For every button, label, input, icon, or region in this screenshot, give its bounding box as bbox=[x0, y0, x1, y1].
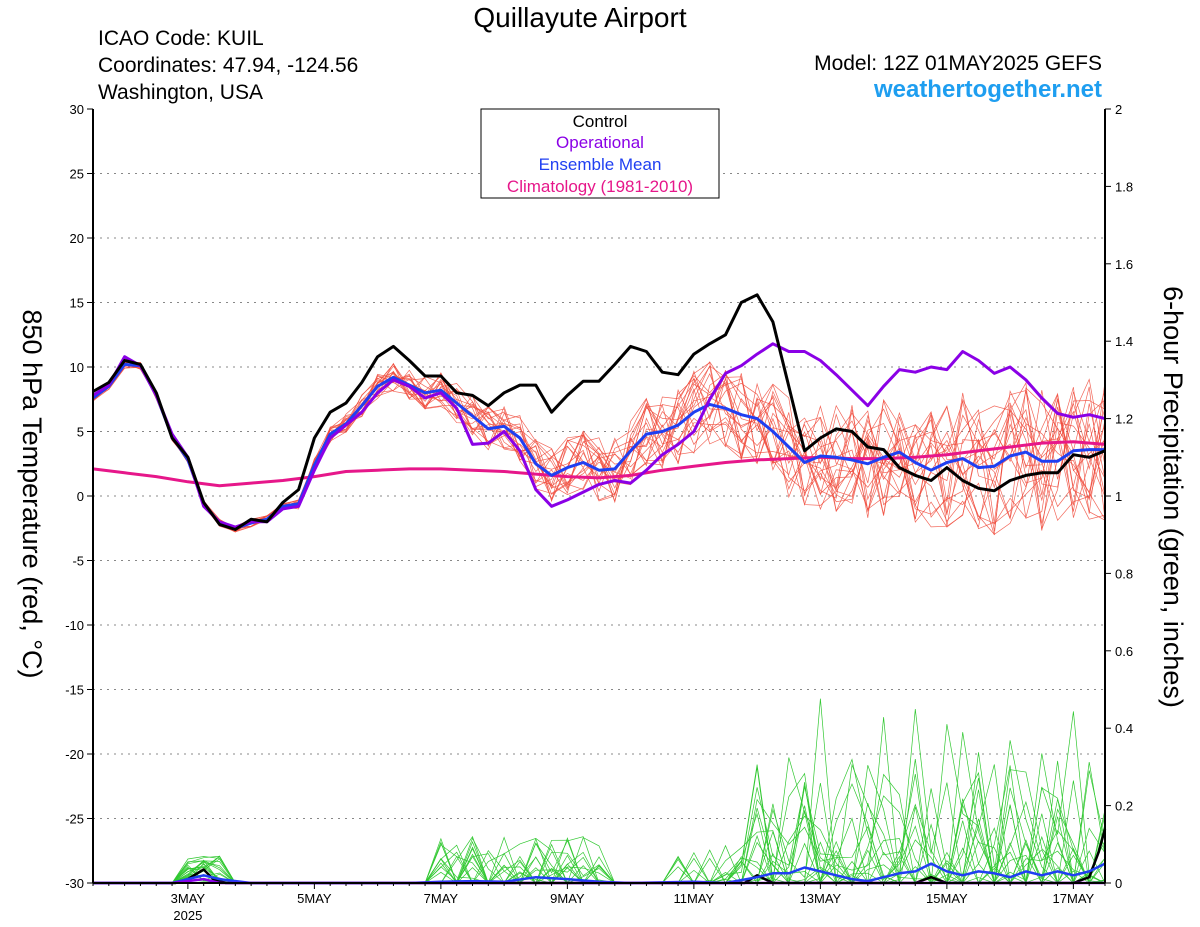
climatology-1981-2010-line bbox=[92, 440, 1106, 488]
y-right-tick-label: 0 bbox=[1115, 876, 1122, 891]
precip-member-line bbox=[93, 698, 1106, 884]
y-right-label: 6-hour Precipitation (green, inches) bbox=[1158, 286, 1188, 708]
x-tick-label: 3MAY bbox=[171, 891, 206, 906]
y-left-tick-label: -30 bbox=[65, 876, 84, 891]
x-tick-year: 2025 bbox=[173, 908, 202, 923]
model-run: Model: 12Z 01MAY2025 GEFS bbox=[814, 52, 1102, 75]
precip-control-line bbox=[93, 828, 1107, 885]
y-right-tick-label: 1.8 bbox=[1115, 179, 1133, 194]
x-tick-label: 15MAY bbox=[926, 891, 968, 906]
y-right-tick-label: 0.8 bbox=[1115, 566, 1133, 581]
icao-code: ICAO Code: KUIL bbox=[98, 27, 264, 50]
y-left-label: 850 hPa Temperature (red, °C) bbox=[17, 310, 47, 679]
temperature-member-line bbox=[92, 360, 1106, 533]
legend-ensemble-mean: Ensemble Mean bbox=[539, 155, 662, 174]
x-tick-label: 13MAY bbox=[800, 891, 842, 906]
temperature-member-line bbox=[92, 363, 1106, 531]
region: Washington, USA bbox=[98, 81, 263, 104]
temperature-member-line bbox=[92, 363, 1106, 529]
y-right-tick-label: 0.6 bbox=[1115, 644, 1133, 659]
axes: 302520151050-5-10-15-20-25-3021.81.61.41… bbox=[65, 102, 1133, 923]
y-left-tick-label: 5 bbox=[77, 425, 84, 440]
temperature-member-line bbox=[92, 363, 1106, 532]
temperature-member-line bbox=[92, 361, 1106, 530]
ensemble-mean-line bbox=[92, 362, 1105, 530]
y-left-tick-label: -10 bbox=[65, 618, 84, 633]
y-right-tick-label: 2 bbox=[1115, 102, 1122, 117]
site-link[interactable]: weathertogether.net bbox=[873, 76, 1102, 103]
temperature-member-line bbox=[92, 363, 1106, 533]
control-line bbox=[92, 293, 1106, 531]
y-left-tick-label: 20 bbox=[70, 231, 84, 246]
temperature-members bbox=[92, 360, 1106, 536]
y-left-tick-label: 15 bbox=[70, 296, 84, 311]
precip-member-line bbox=[93, 782, 1106, 885]
precip-member-line bbox=[93, 732, 1106, 884]
legend: Control Operational Ensemble Mean Climat… bbox=[480, 108, 720, 199]
page-title: Quillayute Airport bbox=[473, 2, 687, 33]
y-right-tick-label: 1.4 bbox=[1115, 334, 1133, 349]
temperature-member-line bbox=[92, 362, 1106, 531]
x-tick-label: 9MAY bbox=[550, 891, 585, 906]
precip-member-line bbox=[93, 752, 1106, 885]
temperature-member-line bbox=[92, 362, 1106, 529]
temperature-member-line bbox=[92, 362, 1106, 528]
precip-members bbox=[93, 698, 1106, 885]
y-right-tick-label: 0.2 bbox=[1115, 799, 1133, 814]
x-tick-label: 5MAY bbox=[297, 891, 332, 906]
y-right-tick-label: 1.6 bbox=[1115, 257, 1133, 272]
legend-climatology: Climatology (1981-2010) bbox=[507, 177, 693, 196]
y-right-tick-label: 1.2 bbox=[1115, 412, 1133, 427]
y-left-tick-label: 10 bbox=[70, 360, 84, 375]
y-left-tick-label: -20 bbox=[65, 747, 84, 762]
y-left-tick-label: -25 bbox=[65, 812, 84, 827]
y-left-tick-label: -5 bbox=[72, 554, 84, 569]
legend-control: Control bbox=[573, 112, 628, 131]
x-tick-label: 17MAY bbox=[1053, 891, 1095, 906]
y-left-tick-label: 25 bbox=[70, 167, 84, 182]
y-right-tick-label: 0.4 bbox=[1115, 721, 1133, 736]
main-series bbox=[92, 293, 1107, 885]
x-tick-label: 11MAY bbox=[674, 891, 715, 906]
legend-operational: Operational bbox=[556, 133, 644, 152]
temperature-member-line bbox=[92, 363, 1106, 530]
y-left-tick-label: 0 bbox=[77, 489, 84, 504]
temperature-member-line bbox=[92, 366, 1106, 531]
legend-box bbox=[480, 108, 720, 199]
coordinates: Coordinates: 47.94, -124.56 bbox=[98, 54, 359, 77]
y-right-tick-label: 1 bbox=[1115, 489, 1122, 504]
y-left-tick-label: -15 bbox=[65, 683, 84, 698]
y-left-tick-label: 30 bbox=[70, 102, 84, 117]
x-tick-label: 7MAY bbox=[424, 891, 459, 906]
